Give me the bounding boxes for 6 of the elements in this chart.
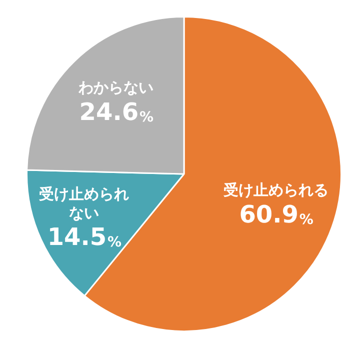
data-label: 60.9% <box>239 200 314 228</box>
data-label: 24.6% <box>79 98 154 126</box>
data-label: 14.5% <box>47 223 122 252</box>
slice-label: わからない <box>77 78 154 97</box>
slice-label: 受け止められない <box>38 184 129 222</box>
slice-label: 受け止められる <box>222 181 328 200</box>
